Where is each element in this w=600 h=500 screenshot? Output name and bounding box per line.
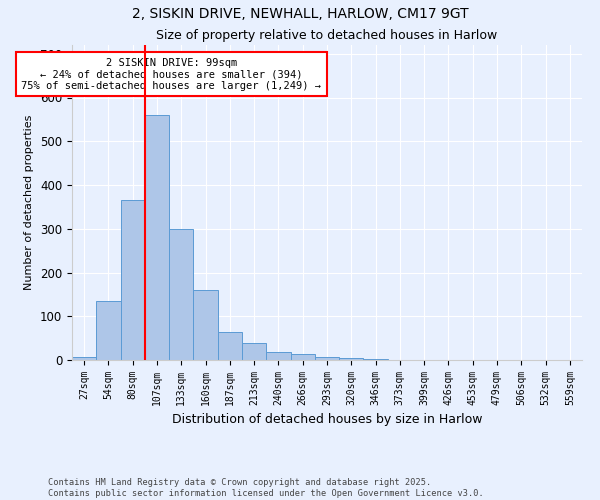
Text: Contains HM Land Registry data © Crown copyright and database right 2025.
Contai: Contains HM Land Registry data © Crown c… [48,478,484,498]
Bar [339,358,364,360]
Bar [266,352,290,360]
Bar [218,332,242,360]
X-axis label: Distribution of detached houses by size in Harlow: Distribution of detached houses by size … [172,414,482,426]
Bar [72,356,96,360]
Title: Size of property relative to detached houses in Harlow: Size of property relative to detached ho… [157,30,497,43]
Y-axis label: Number of detached properties: Number of detached properties [25,115,34,290]
Text: 2, SISKIN DRIVE, NEWHALL, HARLOW, CM17 9GT: 2, SISKIN DRIVE, NEWHALL, HARLOW, CM17 9… [131,8,469,22]
Bar [315,357,339,360]
Bar [193,290,218,360]
Bar [121,200,145,360]
Bar [96,301,121,360]
Bar [169,229,193,360]
Bar [145,115,169,360]
Bar [364,359,388,360]
Text: 2 SISKIN DRIVE: 99sqm
← 24% of detached houses are smaller (394)
75% of semi-det: 2 SISKIN DRIVE: 99sqm ← 24% of detached … [22,58,322,91]
Bar [290,354,315,360]
Bar [242,344,266,360]
